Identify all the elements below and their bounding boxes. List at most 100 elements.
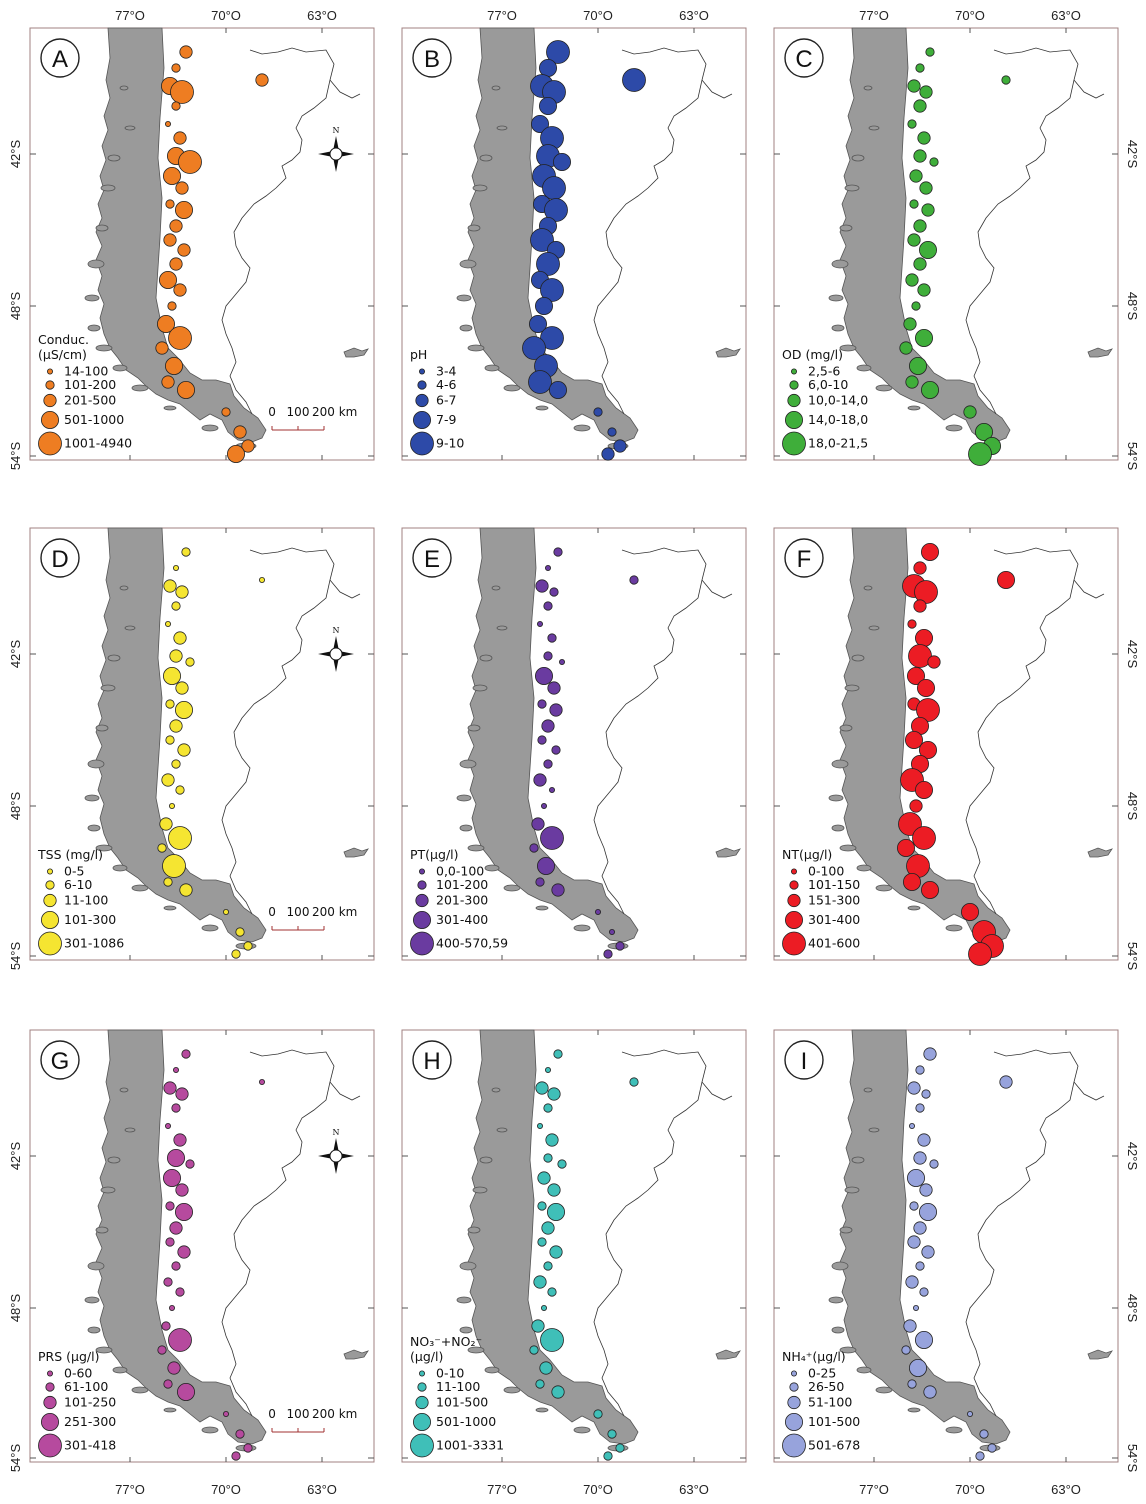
- station-marker: [553, 547, 563, 557]
- station-marker: [913, 219, 927, 233]
- legend: pH 3-44-66-7 7-9 9-10: [410, 347, 464, 456]
- station-marker: [169, 649, 183, 663]
- station-marker: [549, 703, 563, 717]
- north-arrow: N: [318, 626, 354, 672]
- station-marker: [919, 1183, 933, 1197]
- chile-landmass: [839, 27, 1011, 443]
- legend-class-label: 0-5: [64, 864, 84, 879]
- legend-class-label: 301-418: [64, 1438, 116, 1453]
- island: [496, 1127, 508, 1133]
- legend-class-label: 0-100: [808, 864, 844, 879]
- station-marker: [258, 1079, 265, 1086]
- island: [87, 824, 101, 832]
- legend-symbol: [45, 380, 55, 390]
- bottom-lon-label: 77°O: [859, 1482, 889, 1497]
- island: [868, 125, 880, 131]
- station-marker: [909, 169, 923, 183]
- island: [945, 924, 963, 932]
- station-marker: [963, 405, 977, 419]
- station-marker: [917, 283, 931, 297]
- falkland-islands: [343, 1349, 369, 1360]
- station-marker: [163, 1277, 173, 1287]
- station-marker: [164, 356, 183, 375]
- panel-letter: A: [52, 46, 68, 73]
- left-lat-label: 48°S: [8, 292, 23, 321]
- station-marker: [543, 1261, 553, 1271]
- station-marker: [539, 1361, 553, 1375]
- station-marker: [161, 375, 175, 389]
- legend-class-label: 3-4: [436, 364, 456, 379]
- argentina-coastline: [593, 47, 707, 415]
- station-marker: [540, 826, 564, 850]
- station-marker: [163, 233, 177, 247]
- legend-symbol: [789, 880, 799, 890]
- island: [95, 1226, 109, 1234]
- station-marker: [915, 1261, 925, 1271]
- panel-letter: F: [797, 546, 812, 573]
- station-marker: [551, 745, 561, 755]
- station-marker: [172, 565, 179, 572]
- station-marker: [177, 243, 191, 257]
- island: [467, 224, 481, 232]
- legend-class-label: 1001-3331: [436, 1438, 504, 1453]
- legend-symbol: [45, 880, 55, 890]
- argentina-coastline: [701, 79, 733, 99]
- station-marker: [540, 1304, 547, 1311]
- station-marker: [163, 1379, 173, 1389]
- station-marker: [181, 1049, 191, 1059]
- station-marker: [923, 1385, 937, 1399]
- station-marker: [919, 1287, 929, 1297]
- right-lat-label: 54°S: [1125, 942, 1140, 971]
- legend-title: NO₃⁻+NO₂⁻: [410, 1334, 482, 1349]
- legend-class-label: 201-300: [436, 893, 488, 908]
- station-marker: [974, 422, 993, 441]
- legend-title: (µS/cm): [38, 347, 87, 362]
- legend-symbol: [418, 368, 425, 375]
- station-marker: [921, 1089, 931, 1099]
- island: [112, 1366, 128, 1374]
- station-marker: [538, 58, 557, 78]
- station-marker: [907, 233, 921, 247]
- island: [839, 344, 857, 352]
- station-marker: [905, 273, 919, 287]
- station-marker: [173, 1133, 187, 1147]
- island: [831, 824, 845, 832]
- station-marker: [235, 927, 245, 937]
- island: [484, 1366, 500, 1374]
- station-marker: [181, 547, 191, 557]
- panel-letter-circle: [784, 1040, 824, 1080]
- station-marker: [164, 121, 171, 128]
- island: [201, 1426, 219, 1434]
- station-marker: [541, 719, 555, 733]
- panel-letter-circle: [412, 38, 452, 78]
- station-marker: [174, 200, 193, 219]
- station-marker: [175, 1287, 185, 1297]
- island: [828, 1296, 844, 1304]
- legend-symbol: [787, 393, 801, 408]
- station-marker: [529, 843, 539, 853]
- island: [484, 864, 500, 872]
- station-marker: [905, 1275, 919, 1289]
- island: [945, 1426, 963, 1434]
- legend-symbol: [40, 910, 60, 929]
- scale-label: 100: [287, 905, 310, 919]
- station-marker: [593, 407, 603, 417]
- island: [491, 85, 501, 91]
- station-marker: [222, 908, 229, 915]
- argentina-coastline: [221, 1049, 335, 1417]
- legend-class-label: 51-100: [808, 1395, 852, 1410]
- station-marker: [544, 198, 568, 222]
- island: [907, 405, 921, 411]
- scale-bar: 0 100 200 km: [268, 405, 357, 431]
- station-marker: [548, 786, 555, 793]
- station-marker: [535, 1379, 545, 1389]
- station-marker: [902, 872, 921, 891]
- station-marker: [903, 1319, 917, 1333]
- scale-label: 200 km: [312, 1407, 357, 1421]
- station-marker: [913, 561, 927, 575]
- station-marker: [907, 619, 917, 629]
- scale-bar: 0 100 200 km: [268, 905, 357, 931]
- station-marker: [540, 326, 564, 350]
- legend-symbol: [43, 393, 57, 408]
